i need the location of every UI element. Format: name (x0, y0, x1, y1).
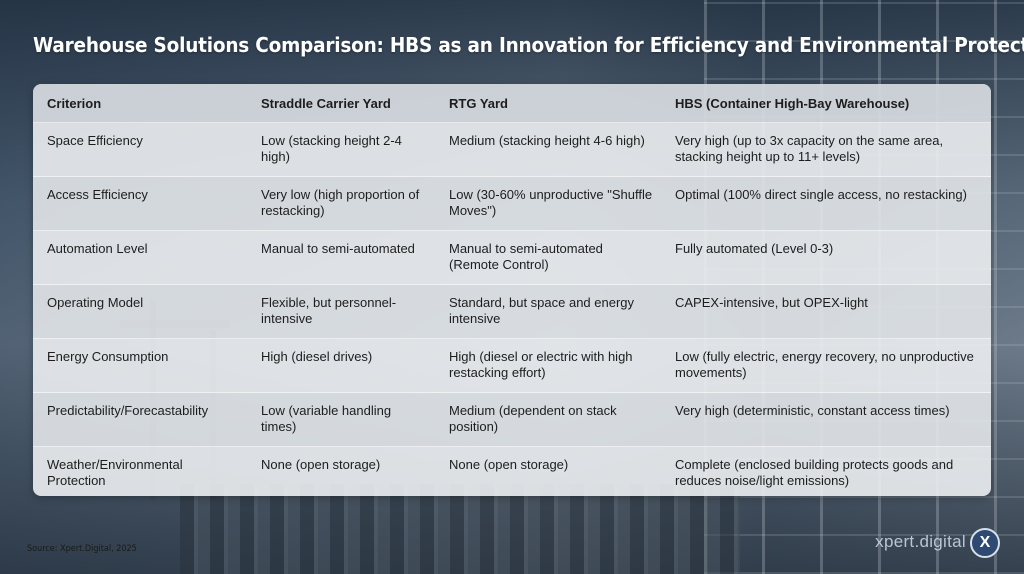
cell-straddle: Low (stacking height 2-4 high) (247, 122, 435, 177)
cell-straddle: Low (variable handling times) (247, 392, 435, 447)
table-header-row: Criterion Straddle Carrier Yard RTG Yard… (33, 84, 991, 123)
cell-straddle: High (diesel drives) (247, 338, 435, 393)
table-row: Predictability/Forecastability Low (vari… (33, 392, 991, 447)
cell-straddle: Manual to semi-automated (247, 230, 435, 285)
table-row: Space Efficiency Low (stacking height 2-… (33, 122, 991, 177)
page-title: Warehouse Solutions Comparison: HBS as a… (33, 33, 1024, 57)
cell-rtg: Manual to semi-automated (Remote Control… (435, 230, 661, 285)
comparison-table: Criterion Straddle Carrier Yard RTG Yard… (33, 84, 991, 496)
cell-rtg: None (open storage) (435, 446, 661, 496)
cell-hbs: Fully automated (Level 0-3) (661, 230, 991, 285)
brand-logo-icon[interactable]: X (970, 528, 1000, 558)
header-straddle-carrier-yard: Straddle Carrier Yard (247, 84, 435, 123)
source-note: Source: Xpert.Digital, 2025 (27, 544, 137, 554)
cell-hbs: Very high (up to 3x capacity on the same… (661, 122, 991, 177)
cell-hbs: Very high (deterministic, constant acces… (661, 392, 991, 447)
cell-rtg: Standard, but space and energy intensive (435, 284, 661, 339)
cell-criterion: Energy Consumption (33, 338, 247, 393)
cell-straddle: Flexible, but personnel-intensive (247, 284, 435, 339)
table-row: Automation Level Manual to semi-automate… (33, 230, 991, 285)
cell-criterion: Weather/Environmental Protection (33, 446, 247, 496)
header-criterion: Criterion (33, 84, 247, 123)
comparison-table-container: Criterion Straddle Carrier Yard RTG Yard… (33, 84, 991, 496)
table-row: Weather/Environmental Protection None (o… (33, 446, 991, 496)
cell-hbs: Complete (enclosed building protects goo… (661, 446, 991, 496)
header-rtg-yard: RTG Yard (435, 84, 661, 123)
cell-hbs: Low (fully electric, energy recovery, no… (661, 338, 991, 393)
brand-wordmark[interactable]: xpert.digital (875, 532, 966, 551)
cell-straddle: None (open storage) (247, 446, 435, 496)
cell-rtg: Medium (dependent on stack position) (435, 392, 661, 447)
cell-rtg: Medium (stacking height 4-6 high) (435, 122, 661, 177)
table-row: Energy Consumption High (diesel drives) … (33, 338, 991, 393)
cell-criterion: Automation Level (33, 230, 247, 285)
cell-straddle: Very low (high proportion of restacking) (247, 176, 435, 231)
cell-rtg: Low (30-60% unproductive "Shuffle Moves"… (435, 176, 661, 231)
table-row: Access Efficiency Very low (high proport… (33, 176, 991, 231)
container-stacks (180, 484, 740, 574)
cell-hbs: Optimal (100% direct single access, no r… (661, 176, 991, 231)
table-row: Operating Model Flexible, but personnel-… (33, 284, 991, 339)
cell-criterion: Space Efficiency (33, 122, 247, 177)
cell-criterion: Access Efficiency (33, 176, 247, 231)
cell-criterion: Operating Model (33, 284, 247, 339)
cell-hbs: CAPEX-intensive, but OPEX-light (661, 284, 991, 339)
cell-rtg: High (diesel or electric with high resta… (435, 338, 661, 393)
header-hbs: HBS (Container High-Bay Warehouse) (661, 84, 991, 123)
cell-criterion: Predictability/Forecastability (33, 392, 247, 447)
